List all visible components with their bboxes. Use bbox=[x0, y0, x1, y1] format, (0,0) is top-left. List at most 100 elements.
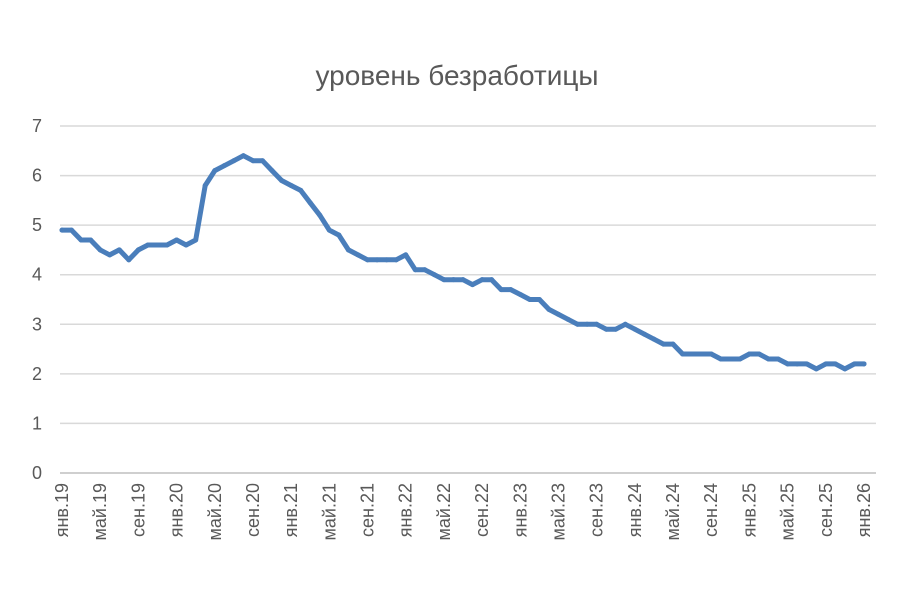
data-point bbox=[69, 227, 75, 233]
data-point bbox=[508, 287, 514, 293]
x-axis: янв.19 май.19 сен.19 янв.20 май.20 сен.20 янв.… bbox=[52, 483, 874, 540]
data-point bbox=[164, 242, 170, 248]
data-point bbox=[88, 237, 94, 243]
data-point bbox=[555, 311, 561, 317]
data-point bbox=[441, 277, 447, 283]
data-point bbox=[78, 237, 84, 243]
x-tick-label: май.23 bbox=[548, 483, 568, 540]
x-tick-label: сен.24 bbox=[701, 483, 721, 537]
x-tick-label: сен.21 bbox=[358, 483, 378, 537]
data-point bbox=[403, 252, 409, 258]
data-point bbox=[317, 212, 323, 218]
data-point bbox=[345, 247, 351, 253]
y-tick-label: 7 bbox=[32, 116, 42, 136]
data-point bbox=[489, 277, 495, 283]
data-point bbox=[842, 366, 848, 372]
data-point bbox=[450, 277, 456, 283]
data-point bbox=[307, 200, 313, 206]
y-tick-label: 4 bbox=[32, 265, 42, 285]
data-point bbox=[126, 257, 132, 263]
x-tick-label: сен.22 bbox=[472, 483, 492, 537]
x-tick-label: янв.25 bbox=[739, 483, 759, 537]
data-point bbox=[727, 356, 733, 362]
x-tick-label: янв.24 bbox=[625, 483, 645, 537]
data-point bbox=[708, 351, 714, 357]
x-tick-label: янв.21 bbox=[281, 483, 301, 537]
data-point bbox=[154, 242, 160, 248]
data-point bbox=[766, 356, 772, 362]
data-point bbox=[355, 252, 361, 258]
data-point bbox=[794, 361, 800, 367]
x-tick-label: май.20 bbox=[205, 483, 225, 540]
data-point bbox=[603, 326, 609, 332]
data-point bbox=[231, 158, 237, 164]
data-point bbox=[365, 257, 371, 263]
x-tick-label: янв.20 bbox=[167, 483, 187, 537]
data-point bbox=[718, 356, 724, 362]
data-point bbox=[651, 336, 657, 342]
data-point bbox=[193, 237, 199, 243]
data-point bbox=[565, 316, 571, 322]
x-tick-label: май.25 bbox=[778, 483, 798, 540]
data-point bbox=[546, 306, 552, 312]
data-point bbox=[107, 252, 113, 258]
series-line-unemployment bbox=[59, 153, 867, 372]
data-point bbox=[326, 227, 332, 233]
data-point bbox=[536, 297, 542, 302]
x-tick-label: май.21 bbox=[319, 483, 339, 540]
data-point bbox=[851, 361, 857, 367]
data-point bbox=[584, 321, 590, 327]
x-tick-label: сен.23 bbox=[587, 483, 607, 537]
data-point bbox=[240, 153, 246, 159]
data-point bbox=[498, 287, 504, 293]
data-point bbox=[116, 247, 122, 253]
data-point bbox=[517, 292, 523, 298]
y-tick-label: 6 bbox=[32, 166, 42, 186]
data-point bbox=[680, 351, 686, 357]
chart-title: уровень безработицы bbox=[315, 60, 598, 91]
data-point bbox=[145, 242, 151, 248]
data-point bbox=[250, 158, 256, 164]
x-tick-label: май.19 bbox=[90, 483, 110, 540]
x-tick-label: сен.19 bbox=[128, 483, 148, 537]
data-point bbox=[59, 227, 65, 233]
x-tick-label: янв.22 bbox=[396, 483, 416, 537]
series-group bbox=[59, 153, 867, 372]
data-point bbox=[288, 182, 294, 188]
y-tick-label: 0 bbox=[32, 463, 42, 483]
data-point bbox=[135, 247, 141, 253]
data-point bbox=[97, 247, 103, 253]
data-point bbox=[479, 277, 485, 283]
x-tick-label: май.22 bbox=[434, 483, 454, 540]
data-point bbox=[460, 277, 466, 283]
data-point bbox=[746, 351, 752, 357]
data-point bbox=[804, 361, 810, 367]
data-point bbox=[575, 321, 581, 327]
x-tick-label: янв.19 bbox=[52, 483, 72, 537]
data-point bbox=[670, 341, 676, 347]
x-tick-label: сен.25 bbox=[816, 483, 836, 537]
data-point bbox=[260, 158, 265, 164]
data-point bbox=[174, 237, 180, 243]
data-point bbox=[431, 272, 437, 278]
data-point bbox=[632, 326, 638, 332]
data-point bbox=[279, 178, 285, 184]
data-point bbox=[374, 257, 380, 263]
data-point bbox=[622, 321, 628, 327]
data-point bbox=[689, 351, 695, 357]
data-point bbox=[269, 168, 275, 174]
data-point bbox=[527, 297, 533, 302]
x-tick-label: сен.20 bbox=[243, 483, 263, 537]
data-point bbox=[823, 361, 829, 367]
data-point bbox=[699, 351, 705, 357]
data-point bbox=[661, 341, 666, 347]
data-point bbox=[813, 366, 819, 372]
data-point bbox=[613, 326, 619, 332]
data-point bbox=[775, 356, 781, 362]
x-tick-label: май.24 bbox=[663, 483, 683, 540]
data-point bbox=[336, 232, 342, 238]
data-point bbox=[212, 168, 218, 174]
data-point bbox=[221, 163, 227, 169]
y-axis: 0 1 2 3 4 5 6 7 bbox=[32, 116, 42, 483]
data-point bbox=[785, 361, 791, 367]
